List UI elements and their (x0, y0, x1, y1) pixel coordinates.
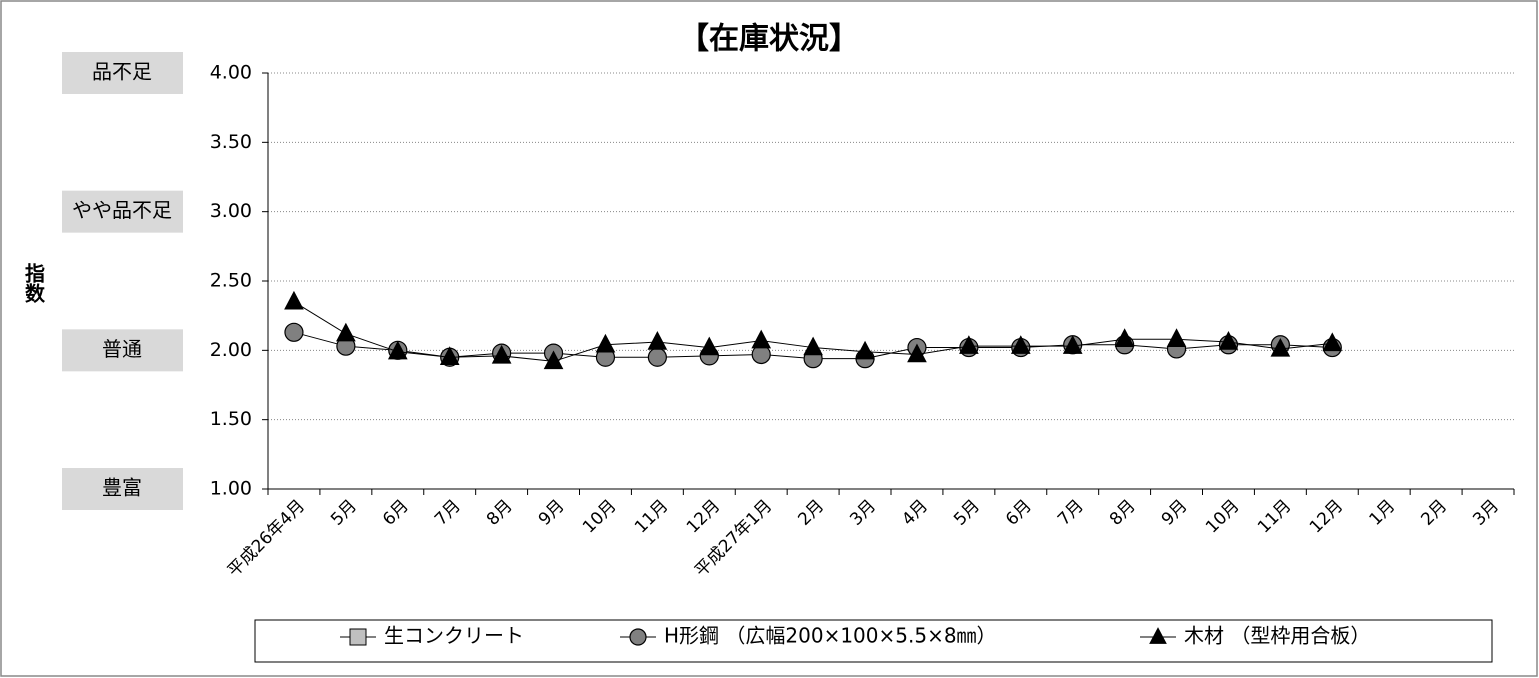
data-point (284, 322, 304, 342)
data-point (491, 344, 512, 364)
data-point (1322, 332, 1343, 352)
y-tick-label: 4.00 (210, 62, 252, 84)
y-tick-label: 2.50 (210, 270, 252, 292)
data-point (1114, 328, 1135, 347)
y-axis-label: 指数 (22, 262, 46, 304)
data-point (751, 329, 772, 349)
y-tick-label: 2.00 (210, 339, 252, 361)
data-point (1270, 337, 1291, 357)
annotation-box (62, 329, 183, 372)
y-tick-label: 3.50 (210, 131, 252, 153)
annotation: 品不足 (92, 60, 152, 84)
data-point (959, 335, 979, 354)
data-point (1218, 331, 1239, 350)
y-tick-label: 1.00 (210, 478, 252, 500)
data-point (439, 346, 460, 365)
annotation-box (62, 52, 183, 94)
legend-label: 木材 （型枠用合板） (1184, 624, 1370, 648)
legend-label: 生コンクリート (384, 624, 524, 648)
data-point (1062, 335, 1083, 354)
legend-marker (629, 628, 647, 646)
legend-marker (349, 628, 367, 646)
legend-marker (1149, 627, 1167, 644)
annotation-box (62, 468, 183, 510)
data-point (907, 343, 927, 363)
legend-box (254, 619, 1493, 663)
chart-title: 【在庫状況】 (679, 22, 859, 57)
data-point (595, 333, 616, 353)
annotation: やや品不足 (72, 198, 172, 222)
data-point (284, 290, 304, 310)
data-point (1166, 328, 1187, 347)
annotation: 豊富 (102, 476, 142, 500)
data-point (336, 322, 356, 342)
data-point (855, 340, 875, 360)
annotation-box (62, 190, 183, 233)
data-point (1010, 335, 1031, 354)
y-tick-label: 1.50 (210, 408, 252, 430)
data-point (803, 336, 823, 356)
data-point (647, 331, 668, 350)
data-point (647, 347, 667, 367)
annotation: 普通 (102, 337, 142, 361)
y-tick-label: 3.00 (210, 200, 252, 222)
legend-label: H形鋼 （広幅200×100×5.5×8㎜） (664, 624, 997, 648)
data-point (699, 336, 720, 356)
data-point (387, 340, 408, 360)
data-point (543, 350, 564, 370)
